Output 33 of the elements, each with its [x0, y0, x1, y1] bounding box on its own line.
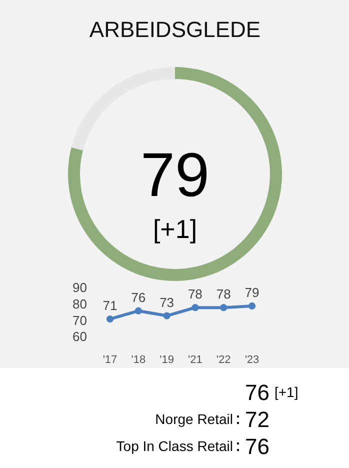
data-label: 78: [188, 286, 202, 302]
y-tick-label: 70: [72, 312, 87, 328]
y-tick-label: 90: [72, 280, 87, 296]
y-tick-label: 80: [72, 296, 87, 312]
category-label: Norge Retail: [155, 411, 233, 427]
data-label: 72: [245, 407, 270, 432]
data-label: 76: [245, 380, 270, 405]
donut-slice: [68, 67, 282, 281]
donut-slice: [71, 67, 175, 150]
point: [248, 302, 256, 310]
text: 79: [140, 141, 210, 210]
x-tick-label: '18: [131, 354, 146, 366]
data-label: 73: [160, 294, 174, 310]
point: [220, 304, 228, 312]
point: [192, 304, 199, 312]
data-label: 79: [244, 284, 260, 300]
x-tick-label: '21: [188, 354, 202, 366]
point: [106, 315, 114, 323]
x-tick-label: '23: [244, 354, 260, 366]
point: [134, 307, 142, 314]
x-tick-label: '19: [160, 354, 174, 366]
text: [+1]: [274, 384, 298, 400]
data-label: 78: [216, 286, 231, 302]
chart-title: ARBEIDSGLEDE: [89, 17, 261, 42]
data-label: 71: [102, 298, 118, 314]
category-label: Top In Class Retail: [116, 438, 233, 454]
point: [163, 312, 170, 320]
x-tick-label: '22: [216, 354, 231, 366]
y-tick-label: 60: [72, 329, 87, 344]
text: [+1]: [152, 214, 198, 244]
data-label: 76: [245, 434, 270, 459]
data-label: 76: [131, 290, 146, 305]
x-tick-label: '17: [102, 354, 118, 366]
